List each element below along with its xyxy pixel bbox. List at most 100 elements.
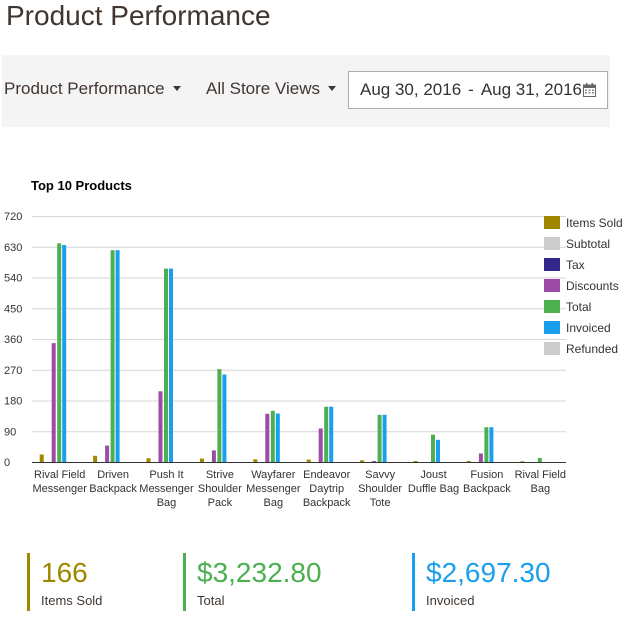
bar-items-sold <box>93 455 98 462</box>
total-value: $3,232.80 <box>197 557 322 588</box>
bar-invoiced <box>222 374 227 462</box>
bar-total <box>110 250 115 462</box>
legend-label: Invoiced <box>566 321 611 335</box>
invoiced-value: $2,697.30 <box>426 557 551 588</box>
bar-items-sold <box>466 461 471 462</box>
store-view-value: All Store Views <box>206 79 321 98</box>
bar-total <box>217 369 222 462</box>
date-separator: - <box>468 80 474 99</box>
items-sold-value: 166 <box>41 557 88 588</box>
bar-invoiced <box>436 439 440 462</box>
x-tick-label: Messenger <box>246 483 301 495</box>
y-tick-label: 360 <box>4 334 22 346</box>
report-type-dropdown[interactable]: Product Performance <box>4 79 181 99</box>
y-tick-label: 270 <box>4 365 22 377</box>
bar-discounts <box>211 450 216 462</box>
total-label: Total <box>197 593 225 608</box>
legend-swatch <box>544 216 560 229</box>
legend-swatch <box>544 279 560 292</box>
x-tick-label: Messenger <box>32 483 87 495</box>
x-tick-label: Joust <box>420 469 446 481</box>
x-tick-label: Bag <box>531 483 551 495</box>
chart-title: Top 10 Products <box>31 178 132 193</box>
legend-swatch <box>544 321 560 334</box>
bar-discounts <box>372 461 377 462</box>
bar-items-sold <box>360 460 365 462</box>
bar-discounts <box>51 343 56 462</box>
bar-total <box>431 434 435 462</box>
bar-items-sold <box>253 459 258 462</box>
bar-total <box>537 457 542 462</box>
x-tick-label: Backpack <box>89 483 137 495</box>
stat-items-sold: 166 Items Sold <box>27 553 102 611</box>
legend-swatch <box>544 258 560 271</box>
bar-total <box>324 406 329 462</box>
legend-label: Tax <box>566 258 585 272</box>
bar-total <box>57 243 62 462</box>
bar-items-sold <box>306 459 311 462</box>
x-tick-label: Fusion <box>470 469 503 481</box>
chevron-down-icon <box>172 86 181 92</box>
bar-invoiced <box>489 427 494 462</box>
items-sold-label: Items Sold <box>41 593 103 608</box>
legend-label: Total <box>566 300 591 314</box>
x-tick-label: Rival Field <box>515 469 566 481</box>
legend-swatch <box>544 300 560 313</box>
page-title: Product Performance <box>6 0 271 31</box>
invoiced-label: Invoiced <box>426 593 475 608</box>
y-tick-label: 540 <box>4 273 22 285</box>
y-tick-label: 180 <box>4 396 22 408</box>
legend-label: Subtotal <box>566 237 610 251</box>
bar-discounts <box>158 391 163 462</box>
x-tick-label: Backpack <box>303 497 351 509</box>
bar-discounts <box>318 428 323 462</box>
y-tick-label: 0 <box>4 457 10 469</box>
calendar-icon[interactable] <box>583 83 596 97</box>
y-tick-label: 630 <box>4 242 22 254</box>
bar-invoiced <box>169 268 173 462</box>
x-tick-label: Messenger <box>139 483 194 495</box>
y-tick-label: 90 <box>4 426 16 438</box>
x-tick-label: Savvy <box>365 469 395 481</box>
date-from: Aug 30, 2016 <box>360 80 462 99</box>
x-tick-label: Endeavor <box>303 469 350 481</box>
x-tick-label: Tote <box>370 497 391 509</box>
x-tick-label: Backpack <box>463 483 511 495</box>
bar-invoiced <box>115 250 120 462</box>
bar-items-sold <box>146 458 151 462</box>
legend-label: Items Sold <box>566 216 623 230</box>
bar-total <box>164 268 168 462</box>
x-tick-label: Shoulder <box>358 483 402 495</box>
top-products-chart: 0 90 180 270 360 450 540 630 720 Rival Field Messe… <box>4 211 623 509</box>
report-type-value: Product Performance <box>4 79 165 98</box>
x-tick-label: Pack <box>208 497 233 509</box>
report-toolbar: Product Performance All Store Views Aug … <box>2 55 610 127</box>
y-tick-label: 720 <box>4 211 22 223</box>
bar-items-sold <box>413 461 418 462</box>
bar-discounts <box>105 445 110 462</box>
x-tick-label: Driven <box>97 469 129 481</box>
x-tick-label: Shoulder <box>198 483 242 495</box>
bar-discounts <box>478 453 483 462</box>
store-view-dropdown[interactable]: All Store Views <box>206 79 337 99</box>
bar-invoiced <box>62 245 67 462</box>
x-tick-label: Bag <box>157 497 177 509</box>
legend-swatch <box>544 237 560 250</box>
bar-items-sold <box>520 461 525 462</box>
bar-items-sold <box>199 458 204 462</box>
legend-label: Refunded <box>566 342 618 356</box>
x-tick-label: Wayfarer <box>251 469 296 481</box>
date-range-picker[interactable]: Aug 30, 2016- Aug 31, 2016 <box>348 71 608 109</box>
x-tick-label: Duffle Bag <box>408 483 459 495</box>
stat-invoiced: $2,697.30 Invoiced <box>412 553 551 611</box>
x-tick-label: Rival Field <box>34 469 85 481</box>
date-to: Aug 31, 2016 <box>480 80 582 99</box>
bar-total <box>377 414 382 462</box>
bar-total <box>484 427 489 462</box>
bar-invoiced <box>382 414 387 462</box>
legend-swatch <box>544 342 560 355</box>
bar-total <box>270 410 275 463</box>
bar-items-sold <box>39 454 44 462</box>
stat-total: $3,232.80 Total <box>183 553 322 611</box>
chevron-down-icon <box>328 86 337 92</box>
